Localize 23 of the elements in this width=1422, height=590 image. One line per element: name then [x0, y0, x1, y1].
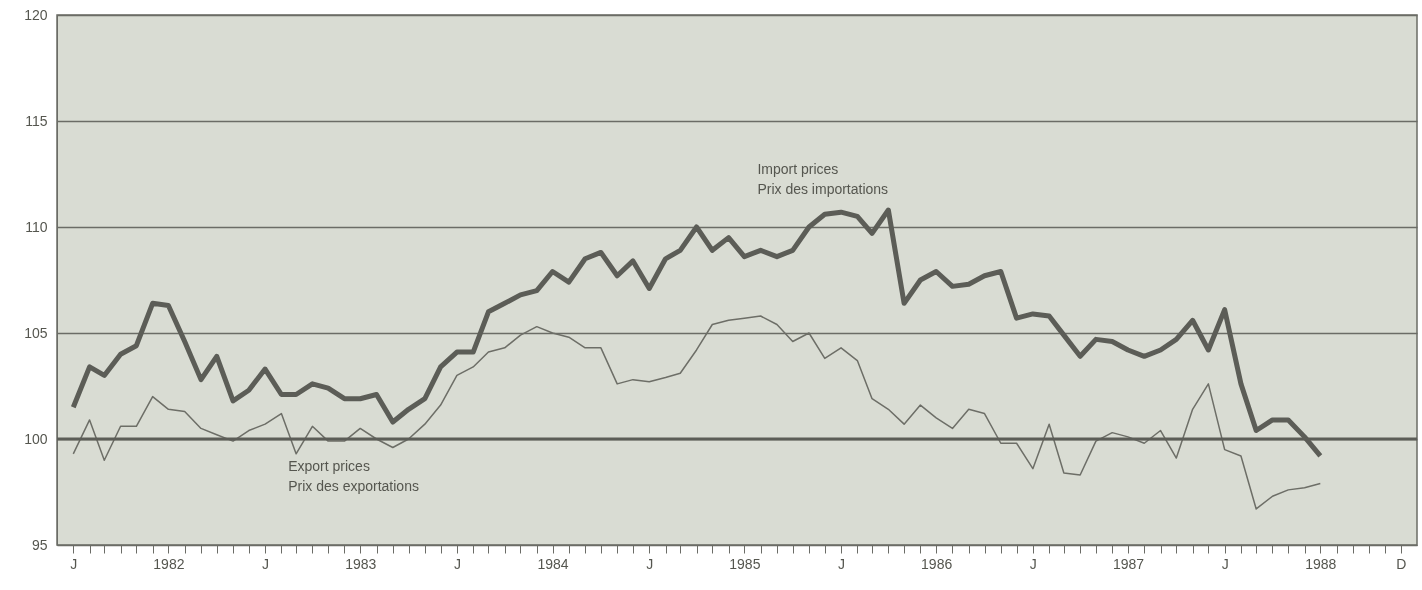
y-tick-label: 120	[24, 6, 48, 23]
x-tick-label: 1985	[729, 555, 761, 572]
x-tick-label: J	[646, 555, 654, 572]
y-tick-label: 95	[31, 536, 48, 553]
x-tick-label: 1986	[921, 555, 953, 572]
x-tick-label: 1988	[1305, 555, 1337, 572]
x-tick-label: J	[1029, 555, 1037, 572]
x-tick-label: J	[262, 555, 270, 572]
y-tick-label: 105	[24, 324, 48, 341]
y-tick-label: 100	[24, 430, 48, 447]
series-label: Import prices Prix des importations	[757, 161, 889, 198]
x-tick-label: J	[838, 555, 846, 572]
x-tick-label: J	[453, 555, 461, 572]
x-tick-label: D	[1396, 555, 1407, 572]
x-tick-label: J	[1221, 555, 1229, 572]
y-tick-label: 110	[25, 218, 48, 235]
x-tick-label: 1983	[345, 555, 377, 572]
x-tick-label: 1987	[1112, 555, 1145, 572]
x-tick-label: 1984	[537, 555, 569, 572]
x-tick-label: 1982	[153, 555, 185, 572]
x-tick-label: J	[70, 555, 78, 572]
y-tick-label: 115	[25, 112, 48, 129]
series-label: Export prices Prix des exportations	[288, 458, 419, 495]
